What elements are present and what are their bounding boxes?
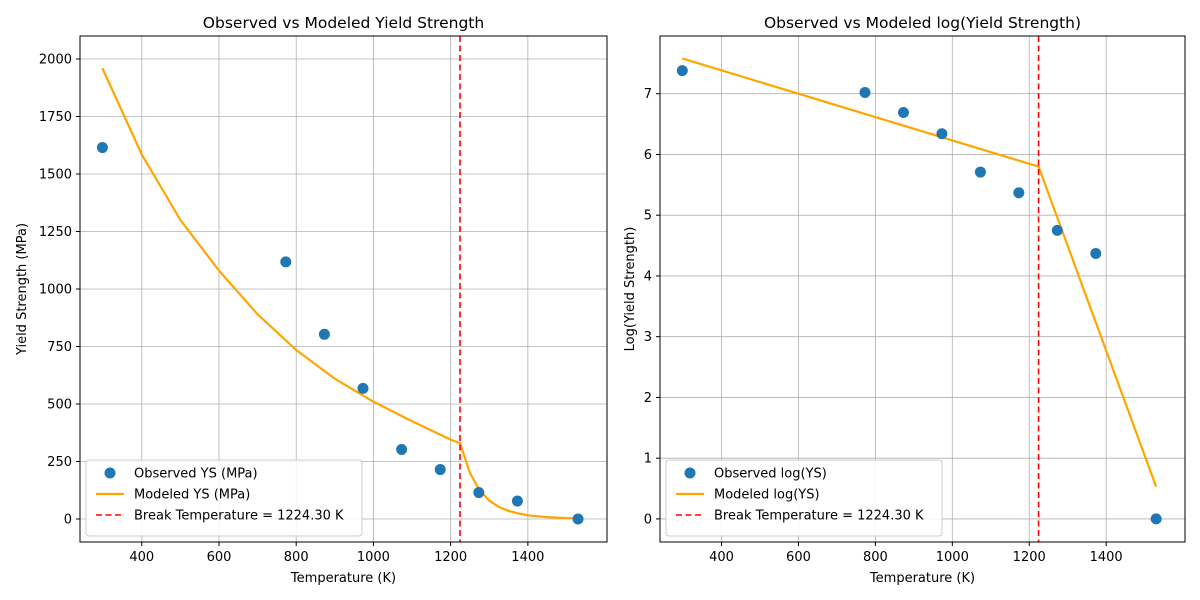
observed-point bbox=[96, 142, 108, 154]
x-axis-label: Temperature (K) bbox=[290, 571, 396, 586]
observed-point bbox=[897, 107, 909, 119]
plot-area bbox=[676, 36, 1162, 542]
legend: Observed YS (MPa) Modeled YS (MPa) Break T… bbox=[85, 459, 363, 537]
y-tick-label: 1 bbox=[644, 452, 652, 467]
observed-point bbox=[1013, 187, 1025, 199]
y-tick-label: 2000 bbox=[39, 53, 72, 68]
x-tick-label: 1400 bbox=[1090, 550, 1123, 565]
observed-point bbox=[318, 328, 330, 340]
y-tick-label: 1500 bbox=[39, 168, 72, 183]
x-tick-label: 1400 bbox=[511, 550, 544, 565]
plot-area bbox=[96, 36, 584, 542]
legend-observed-label: Observed YS (MPa) bbox=[134, 467, 258, 482]
legend-observed-marker bbox=[104, 467, 116, 479]
y-axis-label: Yield Strength (MPa) bbox=[15, 223, 30, 356]
observed-point bbox=[572, 513, 584, 525]
observed-point bbox=[936, 128, 948, 140]
observed-point bbox=[473, 487, 485, 499]
chart-title: Observed vs Modeled log(Yield Strength) bbox=[764, 14, 1081, 32]
observed-point bbox=[676, 65, 688, 77]
legend-box bbox=[85, 459, 363, 537]
y-tick-label: 4 bbox=[644, 269, 652, 284]
observed-point bbox=[511, 495, 523, 507]
y-tick-label: 0 bbox=[644, 512, 652, 527]
observed-point bbox=[434, 464, 446, 476]
x-tick-label: 800 bbox=[284, 550, 309, 565]
legend-observed-label: Observed log(YS) bbox=[714, 467, 827, 482]
y-tick-label: 6 bbox=[644, 148, 652, 163]
y-tick-label: 1000 bbox=[39, 283, 72, 298]
y-axis-label: Log(Yield Strength) bbox=[623, 227, 638, 352]
legend: Observed log(YS) Modeled log(YS) Break Tem… bbox=[665, 459, 943, 537]
observed-point bbox=[859, 86, 871, 98]
x-tick-label: 400 bbox=[709, 550, 734, 565]
legend-break-temperature-label: Break Temperature = 1224.30 K bbox=[134, 509, 344, 524]
observed-point bbox=[1051, 224, 1063, 236]
chart-yield-strength: 400 600 800 1000 1200 1400 0 250 500 750 1000 1250 1… bbox=[15, 14, 608, 586]
x-tick-label: 600 bbox=[207, 550, 232, 565]
legend-box bbox=[665, 459, 943, 537]
legend-break-temperature-label: Break Temperature = 1224.30 K bbox=[714, 509, 924, 524]
legend-modeled-label: Modeled YS (MPa) bbox=[134, 488, 250, 503]
x-tick-label: 1200 bbox=[434, 550, 467, 565]
legend-observed-marker bbox=[684, 467, 696, 479]
modeled-line bbox=[681, 57, 1158, 488]
x-tick-label: 1200 bbox=[1013, 550, 1046, 565]
y-tick-label: 0 bbox=[64, 513, 72, 528]
y-tick-label: 1250 bbox=[39, 225, 72, 240]
y-tick-label: 3 bbox=[644, 330, 652, 345]
observed-point bbox=[974, 166, 986, 178]
x-tick-label: 800 bbox=[863, 550, 888, 565]
chart-title: Observed vs Modeled Yield Strength bbox=[203, 14, 484, 32]
x-tick-label: 400 bbox=[129, 550, 154, 565]
y-tick-label: 5 bbox=[644, 209, 652, 224]
y-tick-label: 2 bbox=[644, 391, 652, 406]
chart-log-yield-strength: 400 600 800 1000 1200 1400 0 1 2 3 4 5 6 7 Observed vs… bbox=[623, 14, 1186, 586]
observed-point bbox=[280, 256, 292, 268]
x-axis-label: Temperature (K) bbox=[869, 571, 975, 586]
observed-point bbox=[1090, 247, 1102, 259]
observed-point bbox=[1150, 513, 1162, 525]
legend-modeled-label: Modeled log(YS) bbox=[714, 488, 820, 503]
y-tick-label: 1750 bbox=[39, 110, 72, 125]
plot-frame bbox=[659, 35, 1186, 543]
y-tick-label: 500 bbox=[47, 398, 72, 413]
x-tick-label: 600 bbox=[786, 550, 811, 565]
x-tick-label: 1000 bbox=[357, 550, 390, 565]
y-tick-label: 250 bbox=[47, 455, 72, 470]
x-tick-label: 1000 bbox=[936, 550, 969, 565]
modeled-line bbox=[101, 67, 579, 520]
observed-point bbox=[396, 444, 408, 456]
y-tick-label: 750 bbox=[47, 340, 72, 355]
observed-point bbox=[357, 382, 369, 394]
y-tick-label: 7 bbox=[644, 87, 652, 102]
